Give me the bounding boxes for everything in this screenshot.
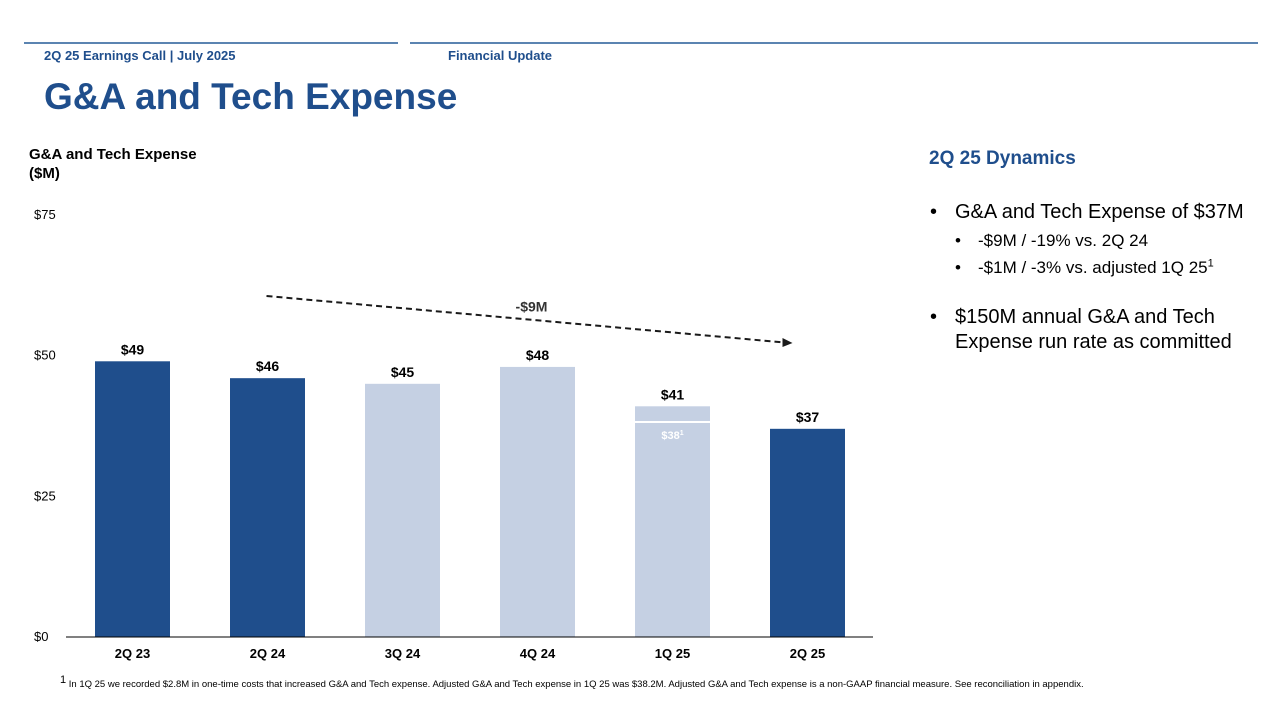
y-tick-label: $50: [34, 348, 56, 363]
footnote: 1 In 1Q 25 we recorded $2.8M in one-time…: [60, 674, 1084, 690]
header-event-label: 2Q 25 Earnings Call | July 2025: [44, 48, 236, 63]
y-tick-label: $0: [34, 629, 48, 644]
page-title: G&A and Tech Expense: [44, 76, 458, 117]
header-divider-right: [410, 42, 1258, 44]
bar-value-label: $41: [661, 386, 685, 402]
sub-bullet-qoq: -$1M / -3% vs. adjusted 1Q 251: [930, 257, 1270, 279]
trend-label: -$9M: [516, 299, 548, 315]
header-section-label: Financial Update: [448, 48, 553, 63]
bar-value-label: $37: [796, 409, 820, 425]
footnote-text: In 1Q 25 we recorded $2.8M in one-time c…: [66, 679, 1084, 690]
sub-bullet-yoy: -$9M / -19% vs. 2Q 24: [930, 230, 1270, 252]
adjusted-value-label: $381: [661, 430, 683, 442]
bar: [770, 428, 845, 637]
sub-bullet-qoq-text: -$1M / -3% vs. adjusted 1Q 25: [978, 258, 1208, 277]
bar: [635, 406, 710, 637]
header-divider-left: [24, 42, 398, 44]
bullet-run-rate: $150M annual G&A and Tech Expense run ra…: [930, 305, 1270, 355]
bullet-expense: G&A and Tech Expense of $37M: [930, 200, 1270, 225]
bar-value-label: $45: [391, 364, 415, 380]
bar: [95, 361, 170, 637]
x-tick-label: 3Q 24: [385, 646, 421, 661]
bar-value-label: $49: [121, 341, 145, 357]
dynamics-bullets: G&A and Tech Expense of $37M -$9M / -19%…: [930, 200, 1270, 355]
bar: [500, 366, 575, 637]
footnote-ref: 1: [1207, 257, 1214, 270]
dynamics-title: 2Q 25 Dynamics: [929, 148, 1076, 169]
y-tick-label: $25: [34, 488, 56, 503]
bar-value-label: $48: [526, 347, 550, 363]
bar: [230, 378, 305, 637]
chart-label-unit: ($M): [29, 165, 60, 182]
y-tick-label: $75: [34, 207, 56, 222]
x-tick-label: 2Q 24: [250, 646, 286, 661]
footnote-marker: 1: [60, 673, 67, 686]
x-tick-label: 4Q 24: [520, 646, 556, 661]
chart-label: G&A and Tech Expense ($M): [29, 145, 197, 183]
expense-bar-chart: $0 $25 $50 $75 $49 2Q 23 $46 2Q 24 $45 3Q 24 $48 4Q…: [34, 207, 873, 661]
bar-value-label: $46: [256, 358, 280, 374]
trend-arrow-line: [266, 295, 785, 344]
bar: [365, 383, 440, 637]
trend-arrow-head: [782, 338, 793, 347]
chart-label-title: G&A and Tech Expense: [29, 146, 197, 163]
x-tick-label: 2Q 25: [790, 646, 825, 661]
x-tick-label: 2Q 23: [115, 646, 150, 661]
x-tick-label: 1Q 25: [655, 646, 690, 661]
adjusted-footnote-ref: 1: [680, 430, 684, 437]
